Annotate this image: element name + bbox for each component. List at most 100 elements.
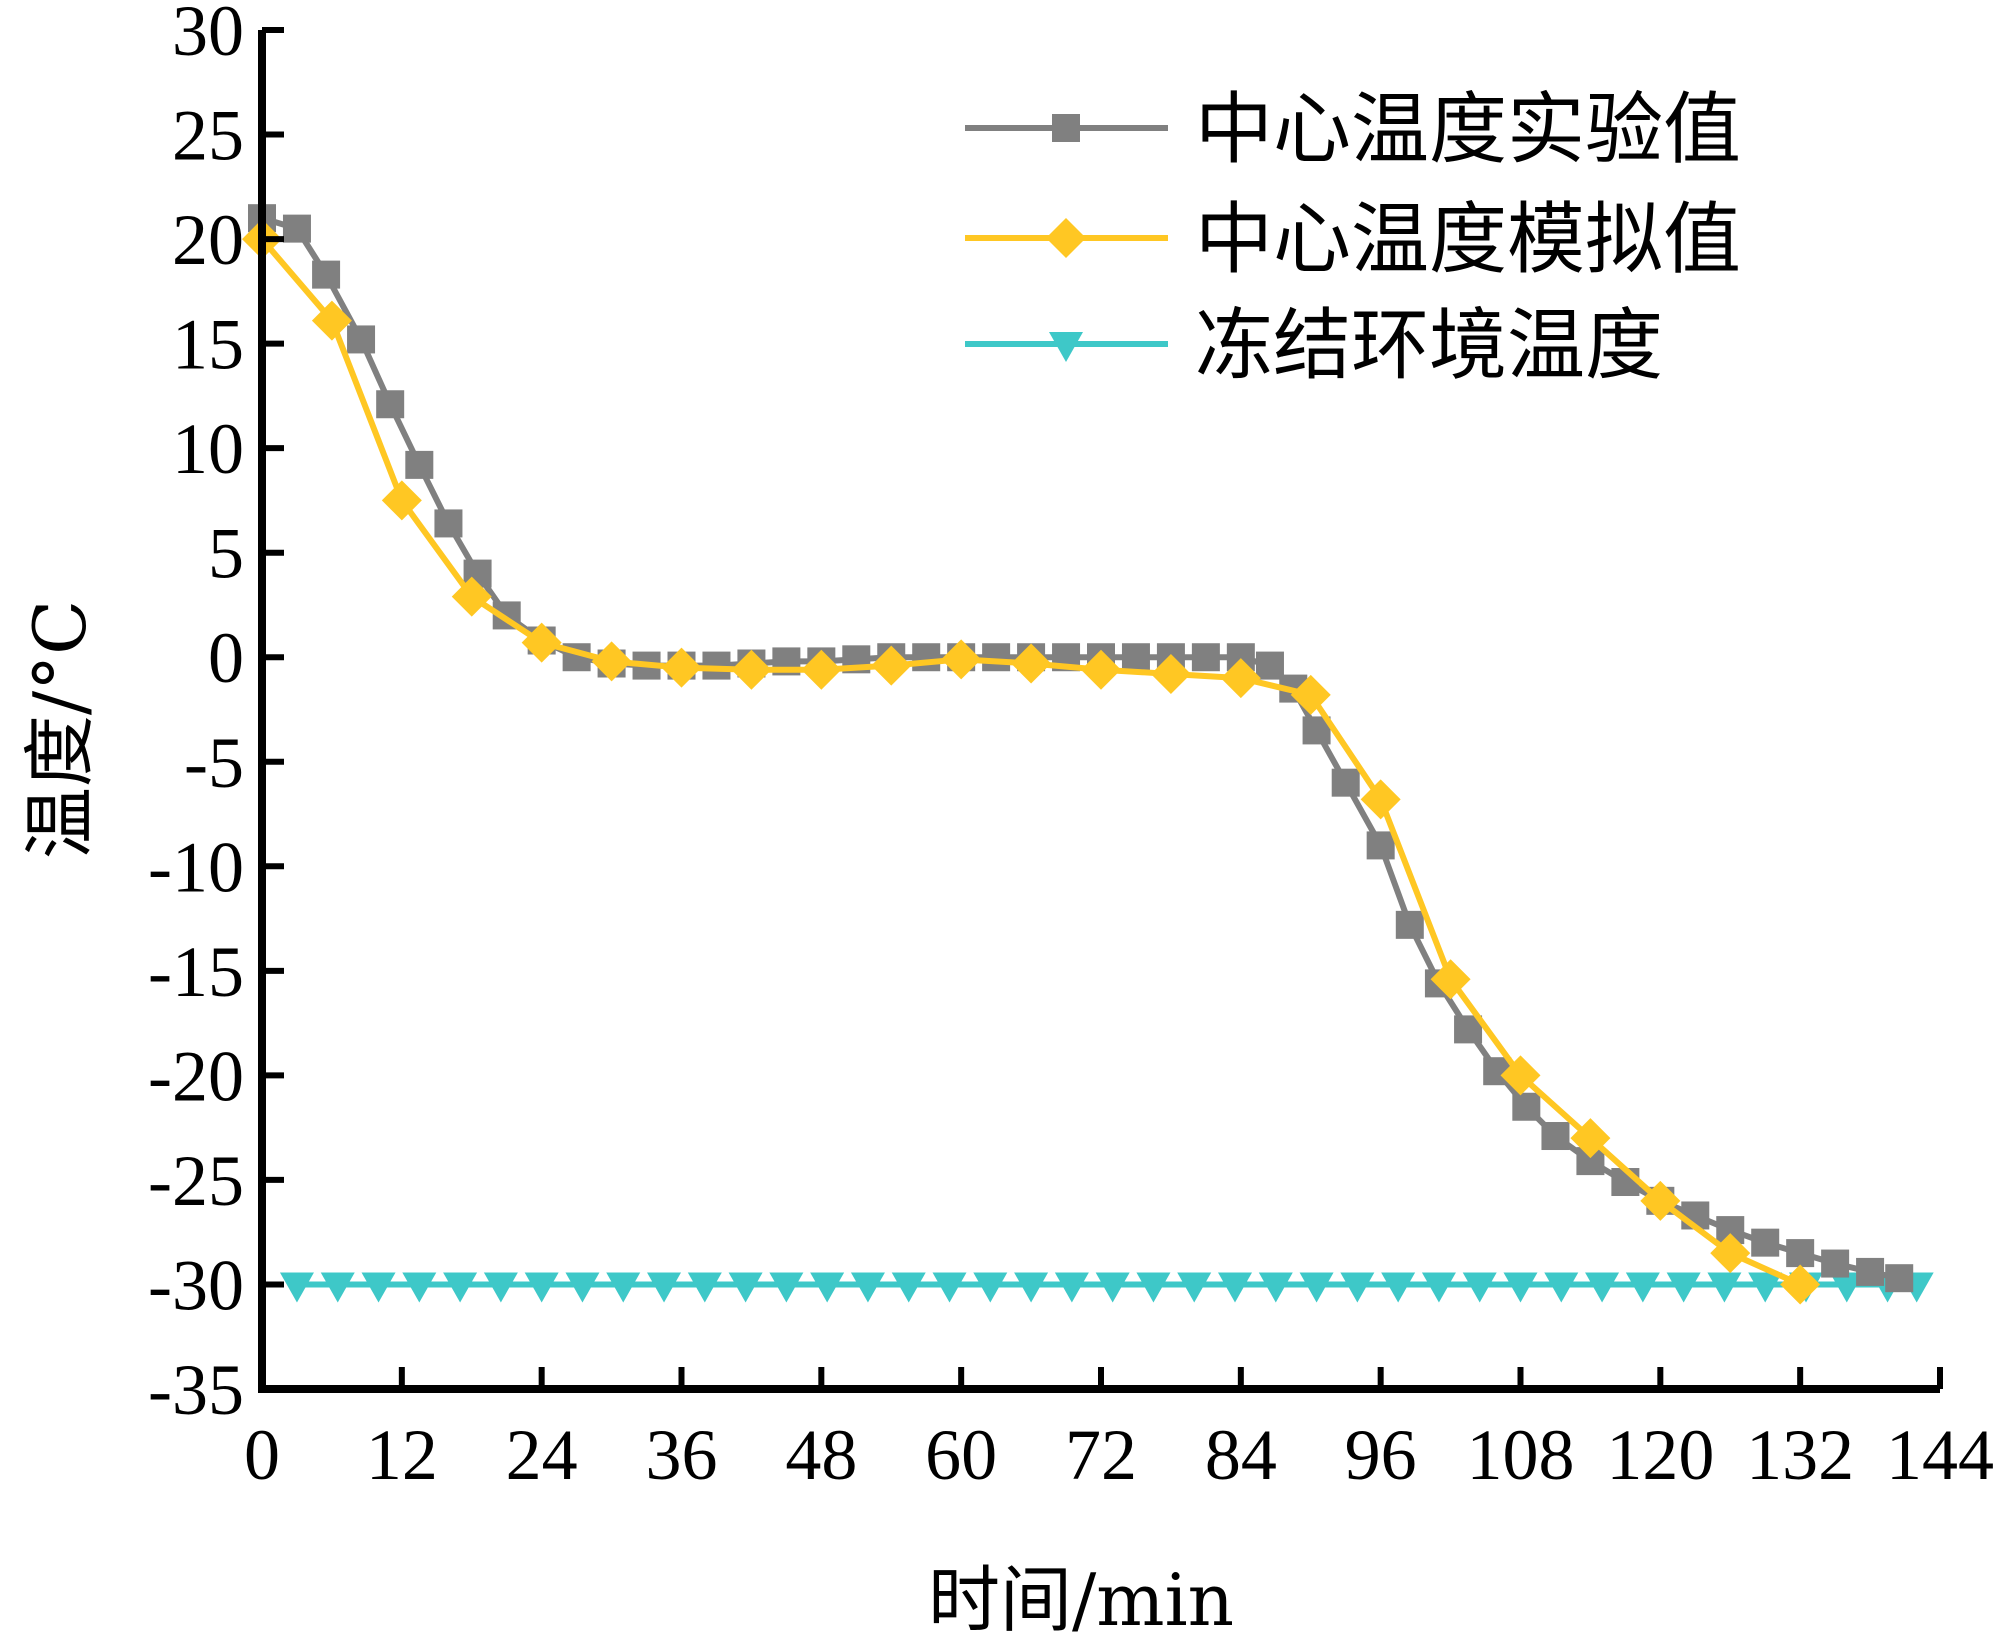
data-point — [1150, 653, 1191, 694]
y-tick-label: -35 — [148, 1350, 244, 1430]
data-point — [1856, 1257, 1885, 1286]
data-point — [1421, 1272, 1456, 1303]
data-point — [1707, 1272, 1742, 1303]
legend-label: 中心温度实验值 — [1195, 85, 1741, 175]
x-tick-label: 36 — [646, 1415, 718, 1495]
legend-label: 冻结环境温度 — [1195, 301, 1663, 391]
data-point — [1462, 1272, 1497, 1303]
data-point — [1081, 649, 1121, 690]
y-tick-label: -20 — [148, 1036, 244, 1116]
plot-area — [242, 204, 1934, 1305]
data-point — [932, 1272, 967, 1303]
data-point — [1095, 1272, 1130, 1303]
x-tick-label: 132 — [1746, 1415, 1854, 1495]
data-point — [565, 1272, 600, 1303]
data-point — [1290, 674, 1331, 715]
data-point — [434, 509, 463, 538]
data-point — [1340, 1272, 1375, 1303]
y-axis-title: 温度/°C — [18, 600, 102, 859]
data-point — [850, 1272, 885, 1303]
legend-item-3: 冻结环境温度 — [965, 301, 1663, 391]
data-point — [1218, 1272, 1253, 1303]
data-point — [1503, 1272, 1538, 1303]
legend-marker — [1046, 218, 1086, 258]
legend-label: 中心温度模拟值 — [1195, 195, 1741, 285]
data-point — [647, 1272, 682, 1303]
data-point — [810, 1272, 845, 1303]
data-point — [731, 649, 772, 690]
data-point — [1544, 1272, 1579, 1303]
data-point — [1191, 643, 1220, 672]
data-point — [1640, 1180, 1681, 1221]
y-tick-label: -25 — [148, 1141, 244, 1221]
data-point — [1500, 1055, 1541, 1096]
legend-marker — [1049, 332, 1083, 362]
x-tick-label: 120 — [1606, 1415, 1714, 1495]
data-point — [1360, 779, 1401, 820]
y-tick-label: 20 — [172, 200, 244, 280]
data-point — [1512, 1092, 1541, 1121]
data-point — [606, 1272, 641, 1303]
data-point — [661, 647, 702, 688]
data-point — [982, 643, 1011, 672]
data-point — [1748, 1272, 1783, 1303]
data-point — [1585, 1272, 1620, 1303]
data-point — [405, 450, 434, 479]
y-tick-label: 15 — [172, 305, 244, 385]
series-1 — [248, 204, 1914, 1293]
data-point — [483, 1272, 518, 1303]
y-tick-label: -5 — [184, 723, 244, 803]
data-point — [1381, 1272, 1416, 1303]
data-point — [451, 576, 492, 617]
data-point — [687, 1272, 722, 1303]
series-3 — [279, 1272, 1934, 1303]
data-point — [1751, 1228, 1780, 1257]
data-point — [1430, 959, 1471, 1000]
data-point — [443, 1272, 478, 1303]
data-point — [524, 1272, 559, 1303]
legend-item-2: 中心温度模拟值 — [965, 195, 1741, 285]
data-point — [1011, 643, 1052, 684]
data-point — [1710, 1233, 1751, 1274]
data-point — [1331, 768, 1360, 797]
data-point — [1220, 658, 1261, 699]
y-tick-label: -10 — [148, 827, 244, 907]
data-point — [1786, 1239, 1815, 1268]
data-point — [941, 639, 982, 680]
data-point — [728, 1272, 763, 1303]
y-tick-label: 0 — [208, 618, 244, 698]
data-point — [376, 390, 405, 419]
x-tick-label: 60 — [925, 1415, 997, 1495]
data-point — [279, 1272, 314, 1303]
data-point — [1299, 1272, 1334, 1303]
data-point — [311, 300, 352, 341]
data-point — [1395, 910, 1424, 939]
data-point — [361, 1272, 396, 1303]
data-point — [912, 643, 941, 672]
data-point — [891, 1272, 926, 1303]
x-tick-label: 144 — [1886, 1415, 1994, 1495]
x-tick-label: 108 — [1467, 1415, 1575, 1495]
y-tick-label: 30 — [172, 0, 244, 71]
legend-item-1: 中心温度实验值 — [965, 85, 1741, 175]
x-tick-label: 0 — [244, 1415, 280, 1495]
data-point — [282, 214, 311, 243]
x-tick-label: 84 — [1205, 1415, 1277, 1495]
data-point — [1258, 1272, 1293, 1303]
x-axis-title: 时间/min — [928, 1558, 1234, 1635]
legend-marker — [1052, 114, 1080, 142]
data-point — [1177, 1272, 1212, 1303]
data-point — [1885, 1264, 1914, 1293]
data-point — [1541, 1122, 1570, 1151]
data-point — [1136, 1272, 1171, 1303]
x-tick-label: 24 — [506, 1415, 578, 1495]
data-point — [312, 260, 341, 289]
y-tick-label: 10 — [172, 409, 244, 489]
data-point — [402, 1272, 437, 1303]
data-point — [801, 649, 842, 690]
data-point — [381, 480, 422, 521]
data-point — [1054, 1272, 1089, 1303]
